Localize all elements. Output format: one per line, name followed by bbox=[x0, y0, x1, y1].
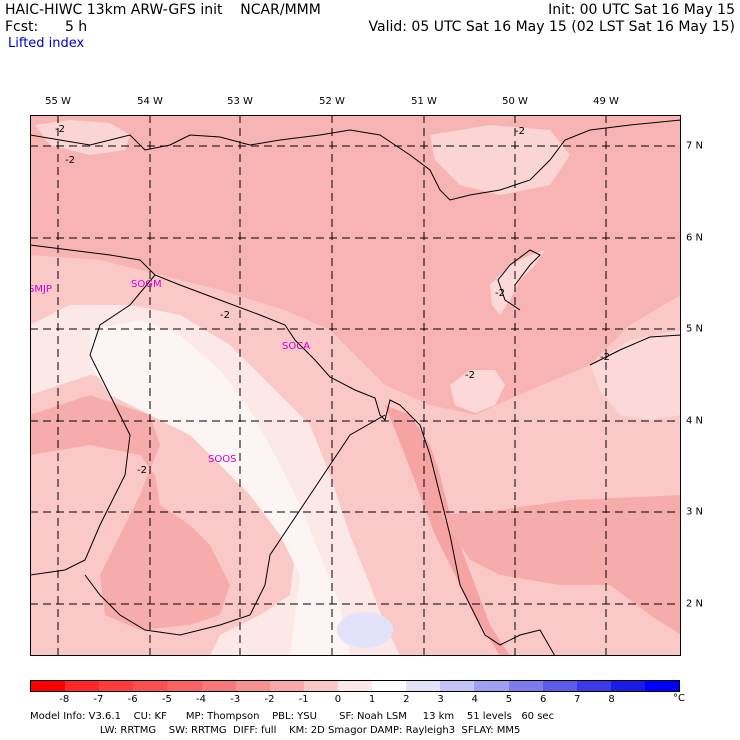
color-scale-tick: 2 bbox=[403, 694, 410, 705]
color-scale-segment bbox=[406, 681, 441, 691]
color-scale-segment bbox=[372, 681, 407, 691]
color-scale-segment bbox=[440, 681, 475, 691]
lifted-index-band-east bbox=[440, 495, 681, 635]
color-scale-segment bbox=[337, 681, 373, 691]
color-scale-tick: -2 bbox=[264, 694, 275, 705]
color-scale-tick: -8 bbox=[59, 694, 70, 705]
island-east bbox=[589, 334, 681, 366]
station-label: SOOS bbox=[208, 454, 236, 465]
station-label: SOCA bbox=[282, 341, 310, 352]
color-scale-tick: 3 bbox=[437, 694, 444, 705]
color-scale-segment bbox=[508, 681, 543, 691]
color-scale-segment bbox=[235, 681, 270, 691]
lon-label: 51 W bbox=[411, 96, 437, 107]
color-scale-tick: -6 bbox=[127, 694, 138, 705]
contour-label: -2 bbox=[600, 352, 610, 363]
color-scale-segment bbox=[576, 681, 611, 691]
color-scale-segment bbox=[201, 681, 236, 691]
contour-label: -2 bbox=[55, 124, 65, 135]
island-spit bbox=[497, 249, 541, 311]
lon-label: 55 W bbox=[45, 96, 71, 107]
station-label: SMJP bbox=[30, 284, 52, 295]
color-scale-tick: 4 bbox=[471, 694, 478, 705]
color-scale-tick: 8 bbox=[608, 694, 615, 705]
lon-label: 50 W bbox=[502, 96, 528, 107]
color-scale-segment bbox=[610, 681, 645, 691]
lifted-index-band-white bbox=[90, 320, 350, 656]
model-info-line2: LW: RRTMG SW: RRTMG DIFF: full KM: 2D Sm… bbox=[30, 725, 521, 736]
contour-label: -2 bbox=[515, 126, 525, 137]
lon-label: 52 W bbox=[319, 96, 345, 107]
color-scale-tick: -4 bbox=[196, 694, 207, 705]
color-scale-segment bbox=[133, 681, 168, 691]
station-label: SOGM bbox=[131, 279, 162, 290]
color-scale-segment bbox=[99, 681, 134, 691]
lat-label: 5 N bbox=[686, 323, 704, 335]
lifted-index-positive-patch bbox=[337, 612, 393, 648]
color-scale-segment bbox=[269, 681, 304, 691]
lat-label: 7 N bbox=[686, 140, 704, 152]
lifted-index-band-coast bbox=[385, 405, 510, 656]
lat-label: 6 N bbox=[686, 232, 704, 244]
lat-lon-grid bbox=[30, 115, 681, 656]
color-scale-tick: 0 bbox=[334, 694, 342, 705]
color-scale-segment bbox=[303, 681, 338, 691]
contour-label: -2 bbox=[495, 288, 505, 299]
border-west bbox=[30, 274, 156, 576]
color-scale-tick: -5 bbox=[161, 694, 172, 705]
color-scale-tick: -3 bbox=[230, 694, 241, 705]
coastline-north bbox=[30, 119, 681, 201]
field-name: Lifted index bbox=[8, 36, 85, 51]
model-info-line1: Model Info: V3.6.1 CU: KF MP: Thompson P… bbox=[30, 711, 555, 722]
color-scale-tick: 5 bbox=[505, 694, 513, 705]
lon-label: 53 W bbox=[227, 96, 253, 107]
lifted-index-patch-center bbox=[450, 370, 505, 413]
color-scale-tick: 7 bbox=[574, 694, 581, 705]
valid-time: Valid: 05 UTC Sat 16 May 15 (02 LST Sat … bbox=[368, 19, 735, 35]
lifted-index-band-southwest bbox=[30, 395, 230, 630]
color-scale-segment bbox=[65, 681, 100, 691]
lifted-index-patch-north-b bbox=[430, 125, 570, 195]
color-scale-segment bbox=[644, 681, 680, 691]
lifted-index-patch-spit bbox=[490, 250, 545, 315]
color-scale-segment bbox=[167, 681, 202, 691]
lifted-index-map: -2 -2 -2 -2 -2 -2 -2 -2 -2 SMJP SOGM SOC… bbox=[30, 115, 681, 656]
contour-label: -2 bbox=[65, 155, 75, 166]
lat-label: 2 N bbox=[686, 598, 704, 610]
color-scale-segment bbox=[474, 681, 509, 691]
color-scale-unit: °C bbox=[673, 693, 685, 704]
color-scale-segment bbox=[542, 681, 577, 691]
color-scale-segment bbox=[31, 681, 66, 691]
color-scale-tick: -7 bbox=[93, 694, 104, 705]
lifted-index-patch-east bbox=[590, 330, 681, 420]
lat-label: 3 N bbox=[686, 506, 704, 518]
color-scale-tick: 1 bbox=[368, 694, 376, 705]
color-scale-ticks: -8 -7 -6 -5 -4 -3 -2 -1 0 1 2 3 4 5 6 7 8 bbox=[30, 694, 680, 706]
lon-label: 49 W bbox=[593, 96, 619, 107]
model-title: HAIC-HIWC 13km ARW-GFS init NCAR/MMM bbox=[5, 2, 321, 18]
color-scale-tick: 6 bbox=[539, 694, 547, 705]
contour-label: -2 bbox=[465, 370, 475, 381]
coastlines-borders bbox=[30, 119, 681, 656]
contour-label: -2 bbox=[137, 465, 147, 476]
color-scale-tick: -1 bbox=[298, 694, 309, 705]
color-scale-bar bbox=[30, 680, 680, 692]
lon-label: 54 W bbox=[137, 96, 163, 107]
init-time: Init: 00 UTC Sat 16 May 15 bbox=[548, 2, 735, 18]
contour-label: -2 bbox=[220, 310, 230, 321]
coastline bbox=[30, 244, 556, 656]
map-frame bbox=[30, 115, 681, 656]
border-east bbox=[84, 414, 386, 636]
forecast-hour: Fcst: 5 h bbox=[5, 19, 88, 35]
lat-label: 4 N bbox=[686, 415, 704, 427]
